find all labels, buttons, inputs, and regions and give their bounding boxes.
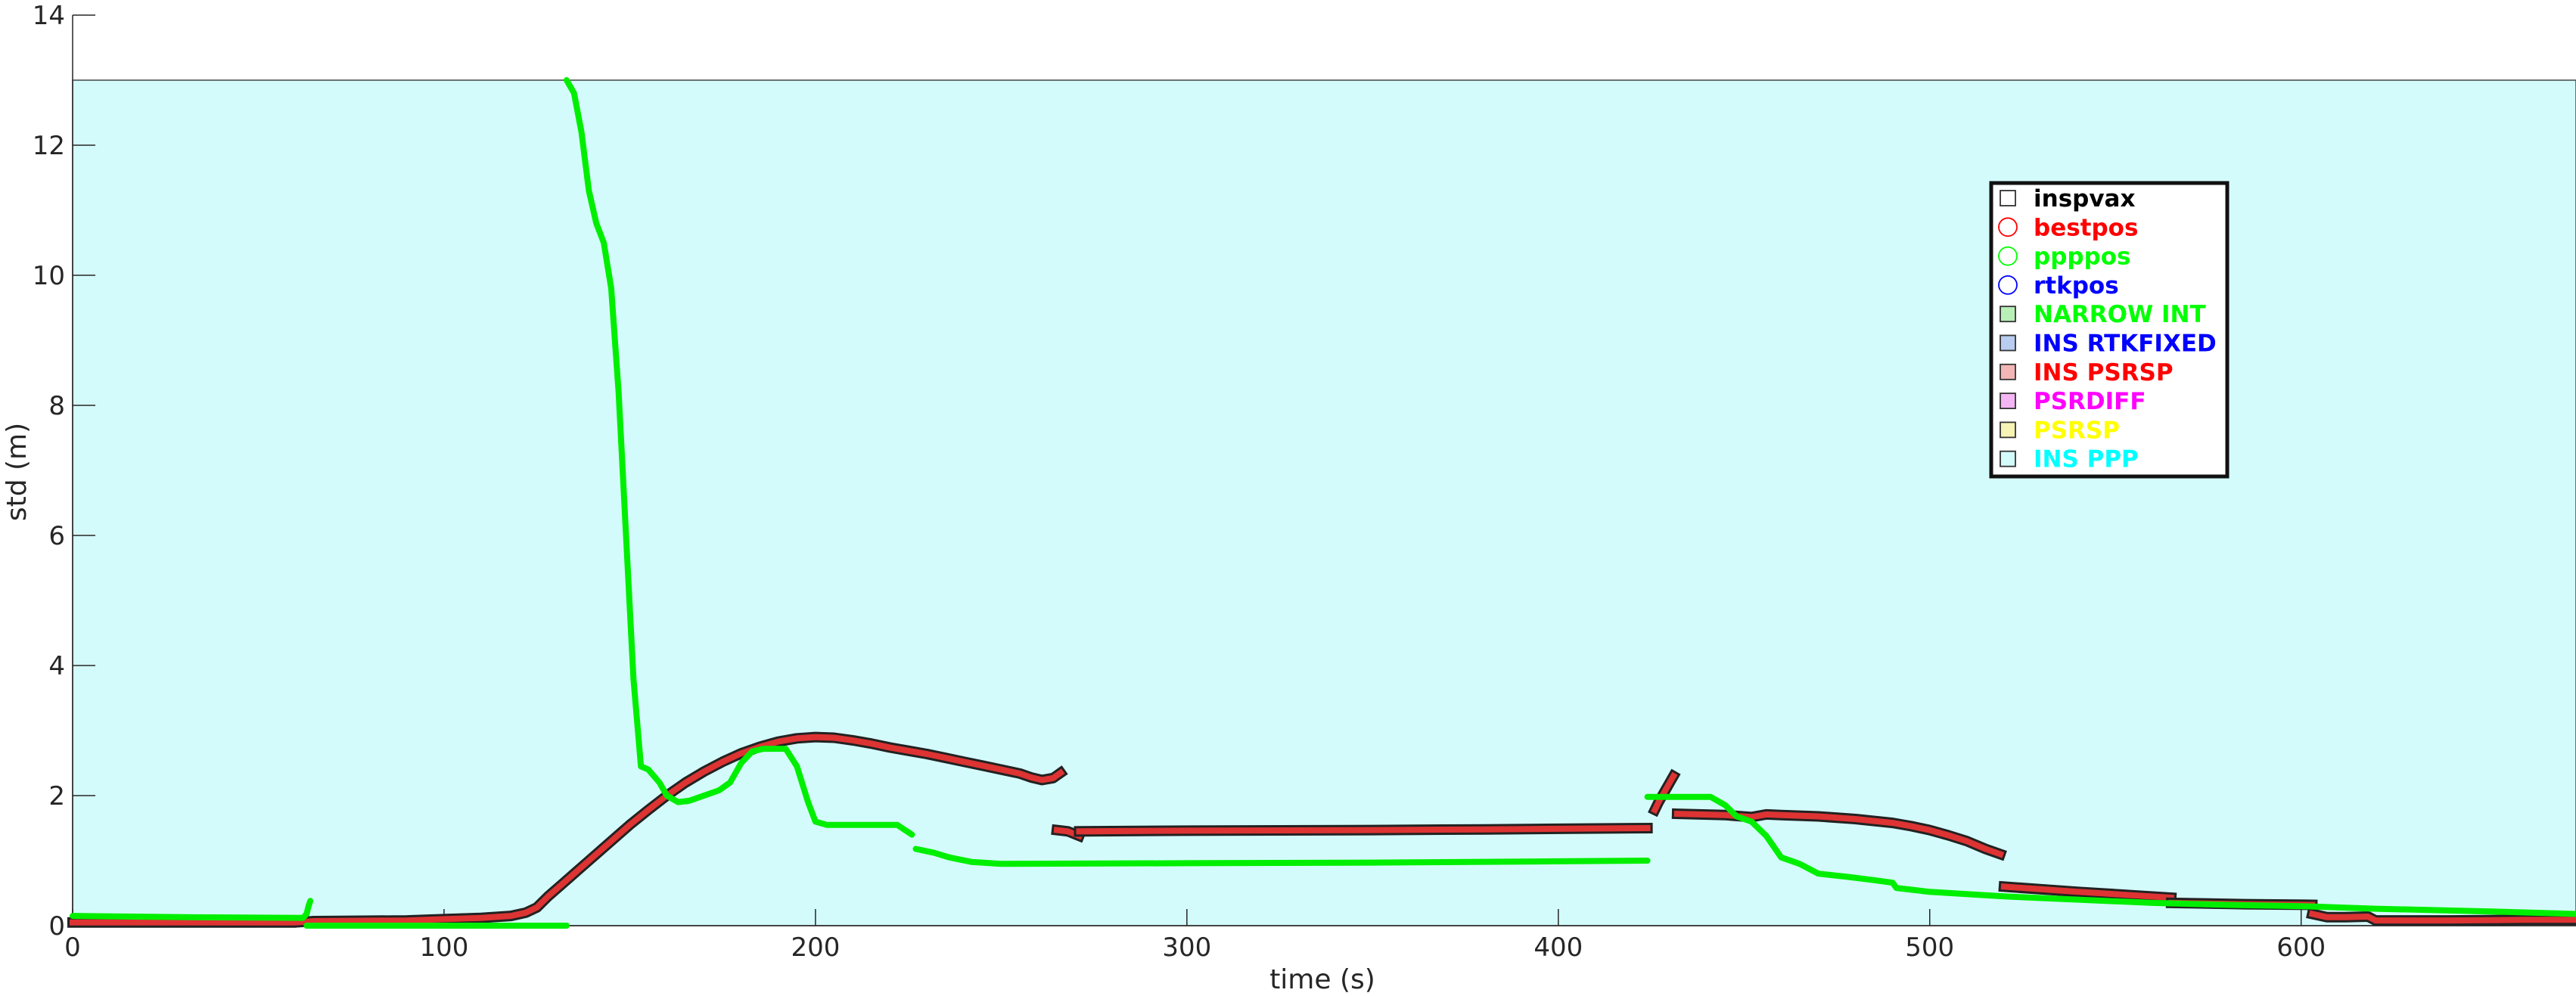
y-tick-label: 12 bbox=[33, 131, 65, 161]
legend-label: rtkpos bbox=[2034, 272, 2119, 299]
x-tick-label: 500 bbox=[1905, 932, 1954, 963]
tick-label-layer: 0 100 200 300 400 500 600 0 2 4 6 8 10 12 14 bbox=[33, 1, 2326, 963]
series-line bbox=[2000, 883, 2175, 901]
series-line bbox=[70, 734, 1065, 926]
y-tick-label: 0 bbox=[48, 911, 65, 942]
y-tick-label: 2 bbox=[48, 781, 65, 811]
legend-marker-square bbox=[2000, 393, 2016, 409]
legend-item: PSRSP bbox=[2000, 417, 2120, 444]
y-tick-label: 6 bbox=[48, 521, 65, 551]
legend-marker-square bbox=[2000, 190, 2016, 206]
y-tick-label: 8 bbox=[48, 391, 65, 421]
legend-item: inspvax bbox=[2000, 185, 2135, 213]
y-tick-label: 4 bbox=[48, 651, 65, 681]
series-line bbox=[564, 77, 915, 838]
legend-item: NARROW INT bbox=[2000, 301, 2206, 328]
series-line bbox=[1651, 771, 1678, 814]
y-axis-label: std (m) bbox=[2, 423, 33, 521]
legend-item: INS PPP bbox=[2000, 446, 2139, 473]
legend-marker-square bbox=[2000, 306, 2016, 323]
x-tick-label: 0 bbox=[64, 932, 81, 963]
x-tick-label: 600 bbox=[2276, 932, 2326, 963]
legend-item: INS RTKFIXED bbox=[2000, 330, 2217, 358]
x-tick-label: 300 bbox=[1162, 932, 1211, 963]
legend-marker-square bbox=[2000, 363, 2016, 380]
y-tick-label: 14 bbox=[33, 1, 65, 31]
legend-marker-circle bbox=[1998, 246, 2018, 266]
legend-item: INS PSRSP bbox=[2000, 359, 2174, 386]
legend-item: PSRDIFF bbox=[2000, 388, 2146, 415]
legend-marker-circle bbox=[1998, 275, 2018, 295]
legend-label: INS PPP bbox=[2034, 446, 2139, 473]
series-line bbox=[1673, 810, 2005, 858]
x-tick-label: 200 bbox=[791, 932, 840, 963]
series-line bbox=[2308, 910, 2576, 924]
x-axis-label: time (s) bbox=[1269, 964, 1375, 995]
series-line bbox=[70, 898, 314, 921]
legend-marker-square bbox=[2000, 334, 2016, 352]
series-1 bbox=[67, 731, 2576, 928]
legend-item: bestpos bbox=[1998, 214, 2138, 241]
legend-marker-circle bbox=[1998, 217, 2018, 237]
x-tick-label: 100 bbox=[419, 932, 468, 963]
legend-label: inspvax bbox=[2034, 185, 2135, 213]
series-layer bbox=[67, 77, 2576, 929]
legend-label: bestpos bbox=[2034, 214, 2138, 241]
series-line bbox=[1644, 793, 2576, 917]
series-line bbox=[1076, 824, 1651, 835]
legend-item: rtkpos bbox=[1998, 272, 2119, 299]
legend-box bbox=[1989, 181, 2230, 479]
legend-label: INS PSRSP bbox=[2034, 359, 2174, 386]
y-tick-label: 10 bbox=[33, 261, 65, 291]
legend-label: PSRSP bbox=[2034, 417, 2120, 444]
legend-marker-square bbox=[2000, 450, 2016, 467]
legend-label: PSRDIFF bbox=[2034, 388, 2146, 415]
legend-label: INS RTKFIXED bbox=[2034, 330, 2217, 358]
series-2 bbox=[70, 77, 2576, 929]
legend-label: ppppos bbox=[2034, 244, 2131, 271]
x-tick-label: 400 bbox=[1533, 932, 1583, 963]
legend-item: ppppos bbox=[1998, 244, 2131, 271]
legend-marker-square bbox=[2000, 421, 2016, 439]
series-line bbox=[912, 846, 1651, 867]
legend-label: NARROW INT bbox=[2034, 301, 2206, 328]
